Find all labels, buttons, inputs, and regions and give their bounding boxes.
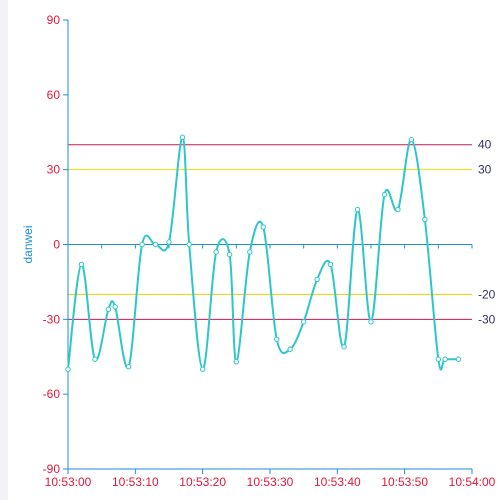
- data-point: [199, 366, 206, 372]
- data-point: [233, 359, 240, 365]
- data-point: [186, 241, 192, 248]
- x-tick-label: 10:53:40: [314, 475, 361, 489]
- data-point: [341, 344, 347, 350]
- data-point: [92, 356, 98, 362]
- series-line-0: [67, 136, 459, 371]
- data-point: [260, 224, 266, 230]
- data-point: [287, 346, 293, 352]
- data-point: [381, 191, 388, 198]
- data-point: [435, 356, 442, 362]
- x-tick-label: 10:53:30: [247, 475, 294, 489]
- data-point: [105, 306, 112, 313]
- x-tick-label: 10:53:00: [45, 475, 92, 489]
- data-point: [408, 137, 415, 143]
- data-point: [152, 241, 159, 248]
- data-point: [213, 249, 219, 255]
- data-point: [247, 249, 253, 255]
- series-layer: [65, 134, 462, 372]
- x-tick-label: 10:53:20: [179, 475, 226, 489]
- data-point: [78, 261, 85, 268]
- data-point: [65, 366, 71, 372]
- data-point: [442, 356, 448, 362]
- y-tick-label: 60: [47, 88, 61, 102]
- y-tick-label: 0: [53, 238, 60, 252]
- data-point: [125, 364, 132, 370]
- reference-lines: [68, 144, 472, 320]
- data-point: [368, 319, 374, 325]
- axes: [63, 19, 473, 474]
- data-point: [354, 206, 361, 213]
- data-point: [395, 206, 401, 213]
- data-point: [300, 319, 307, 325]
- data-point: [226, 251, 233, 258]
- data-point: [455, 356, 462, 362]
- x-tick-label: 10:54:00: [449, 475, 496, 489]
- data-point: [422, 216, 428, 223]
- y-tick-label: 90: [47, 13, 61, 27]
- x-tick-label: 10:53:50: [381, 475, 428, 489]
- y-tick-label: 30: [47, 163, 61, 177]
- reference-line-label-0: 40: [478, 138, 492, 152]
- labels: 40 30 -20 -30 -90 -60 -30 0 30 60 90 10:53:00 10:53:…: [21, 13, 496, 489]
- y-tick-label: -30: [43, 312, 61, 326]
- reference-line-label-2: -20: [478, 287, 496, 301]
- reference-line-label-3: -30: [478, 312, 496, 326]
- data-point: [139, 241, 145, 248]
- data-point: [327, 261, 334, 268]
- y-axis-title: danwei: [21, 225, 35, 263]
- left-panel-strip: [0, 0, 8, 500]
- x-tick-label: 10:53:10: [112, 475, 159, 489]
- data-point: [179, 134, 186, 140]
- data-point: [112, 304, 118, 310]
- data-point: [314, 276, 320, 283]
- data-point: [166, 239, 172, 245]
- y-tick-label: -60: [43, 387, 61, 401]
- y-tick-label: -90: [43, 462, 61, 476]
- reference-line-label-1: 30: [478, 163, 492, 177]
- data-point: [274, 336, 280, 342]
